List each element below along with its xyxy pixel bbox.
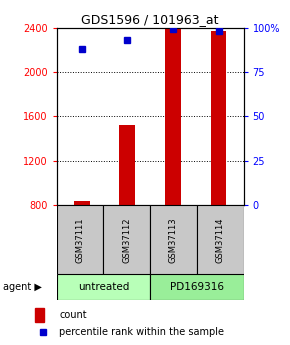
Bar [165,29,181,205]
Text: untreated: untreated [78,282,129,292]
Bar [197,205,244,274]
Bar [103,205,150,274]
Text: count: count [59,310,87,320]
Bar [57,205,103,274]
Bar [74,201,90,205]
Text: GSM37114: GSM37114 [216,217,225,263]
Bar [150,274,244,300]
Text: percentile rank within the sample: percentile rank within the sample [59,327,224,337]
Bar [211,31,226,205]
Bar [150,205,197,274]
Text: agent ▶: agent ▶ [3,282,42,292]
Bar [35,308,44,322]
Bar [119,125,135,205]
Bar [57,274,150,300]
Title: GDS1596 / 101963_at: GDS1596 / 101963_at [81,13,219,27]
Text: PD169316: PD169316 [170,282,224,292]
Text: GSM37111: GSM37111 [75,217,84,263]
Text: GSM37113: GSM37113 [169,217,178,263]
Text: GSM37112: GSM37112 [122,217,131,263]
